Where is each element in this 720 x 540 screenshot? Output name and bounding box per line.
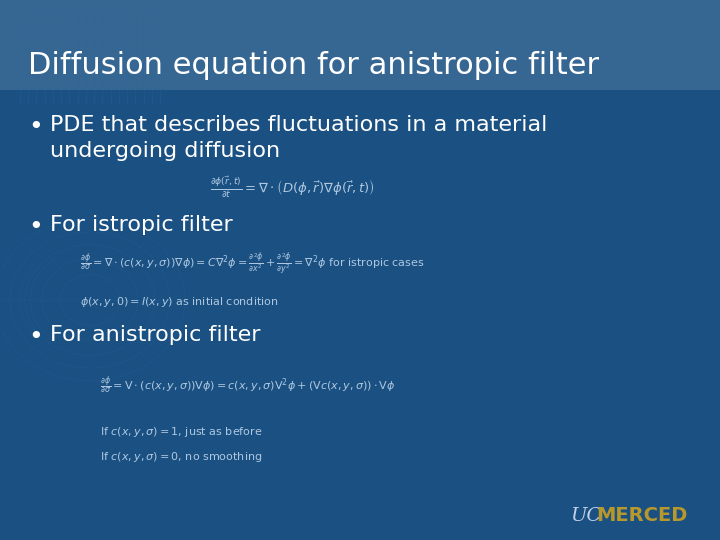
Text: UC: UC: [570, 507, 601, 525]
Text: $\phi(x,y,0) = I(x,y)$ as initial condition: $\phi(x,y,0) = I(x,y)$ as initial condit…: [80, 295, 279, 309]
Text: If $c(x, y, \sigma) = 0$, no smoothing: If $c(x, y, \sigma) = 0$, no smoothing: [100, 450, 262, 464]
Text: Diffusion equation for anistropic filter: Diffusion equation for anistropic filter: [28, 51, 599, 79]
Text: PDE that describes fluctuations in a material
undergoing diffusion: PDE that describes fluctuations in a mat…: [50, 115, 547, 161]
Text: If $c(x, y, \sigma) = 1$, just as before: If $c(x, y, \sigma) = 1$, just as before: [100, 425, 263, 439]
Text: $\frac{\partial\phi}{\partial\sigma} = \mathrm{V} \cdot (c(x,y,\sigma))\mathrm{V: $\frac{\partial\phi}{\partial\sigma} = \…: [100, 375, 395, 397]
Text: •: •: [28, 325, 42, 349]
Text: •: •: [28, 115, 42, 139]
FancyBboxPatch shape: [0, 0, 720, 90]
Text: MERCED: MERCED: [596, 506, 688, 525]
Text: $\frac{\partial\phi}{\partial\sigma} = \nabla \cdot (c(x,y,\sigma))\nabla\phi) =: $\frac{\partial\phi}{\partial\sigma} = \…: [80, 252, 425, 278]
Text: For istropic filter: For istropic filter: [50, 215, 233, 235]
Text: •: •: [28, 215, 42, 239]
Text: For anistropic filter: For anistropic filter: [50, 325, 261, 345]
Text: $\frac{\partial\phi(\vec{r},t)}{\partial t} = \nabla \cdot \left(D(\phi,\vec{r}): $\frac{\partial\phi(\vec{r},t)}{\partial…: [210, 175, 375, 200]
